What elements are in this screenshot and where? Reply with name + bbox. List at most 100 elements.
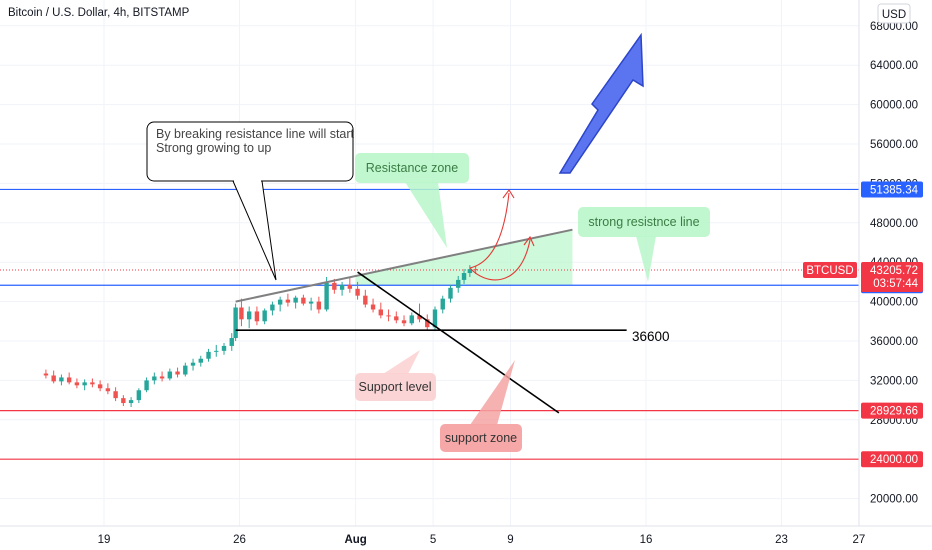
candle xyxy=(448,284,453,303)
candle-body xyxy=(285,299,291,303)
x-tick-label: 27 xyxy=(853,534,866,546)
projection-arrowhead-dip xyxy=(523,235,535,247)
candle xyxy=(221,342,227,355)
candle-body xyxy=(401,320,407,324)
candle xyxy=(417,303,422,323)
candle xyxy=(285,293,291,307)
trend-lines xyxy=(235,228,627,414)
y-tick-label: 20000.00 xyxy=(870,494,918,506)
strong-line-label-box[interactable] xyxy=(578,207,710,237)
candle xyxy=(394,311,399,324)
candle xyxy=(467,265,473,277)
candle-body xyxy=(378,309,384,316)
candle-body xyxy=(456,279,461,288)
candle xyxy=(246,306,252,329)
candle xyxy=(293,295,298,309)
resistance-zone-label-box[interactable] xyxy=(355,153,469,183)
candle xyxy=(82,379,87,391)
candle-body xyxy=(409,315,414,324)
resistance-zone-fill xyxy=(355,229,573,286)
candle-body xyxy=(394,316,399,321)
bullish-arrow-icon xyxy=(558,32,644,174)
candle-body xyxy=(90,382,95,385)
support-zone-label-box[interactable] xyxy=(440,424,522,452)
candle xyxy=(347,277,353,293)
candle xyxy=(386,309,391,322)
candle xyxy=(461,269,467,284)
annotations: By breaking resistance line will start S… xyxy=(146,32,710,452)
level-price-label: 51385.34 xyxy=(861,181,923,198)
candle-body xyxy=(473,269,478,271)
candle-body xyxy=(206,351,211,359)
x-axis-labels: 19 26 Aug 5 9 16 23 27 xyxy=(98,534,866,546)
candle-body xyxy=(136,390,142,401)
y-tick-label: 68000.00 xyxy=(870,21,918,33)
x-tick-label: 23 xyxy=(775,534,788,546)
candle-body xyxy=(254,311,260,322)
breakout-note-line-1: By breaking resistance line will start xyxy=(156,127,355,141)
candle-body xyxy=(51,375,56,382)
candle-body xyxy=(221,345,227,351)
candle-body xyxy=(293,297,298,303)
candle xyxy=(277,296,283,312)
candle-body xyxy=(214,350,219,352)
candle-body xyxy=(121,398,126,404)
projection-arrowhead-up xyxy=(502,189,515,199)
candle-body xyxy=(332,282,337,290)
currency-button[interactable]: USD xyxy=(877,3,911,24)
y-tick-label: 32000.00 xyxy=(870,375,918,387)
candle-body xyxy=(386,315,391,317)
resistance-line xyxy=(235,228,573,303)
candle-body xyxy=(229,338,234,346)
x-tick-label: Aug xyxy=(344,534,366,546)
price-labels: 51385.3441660.4928929.6624000.00BTCUSD43… xyxy=(803,181,923,468)
candle-body xyxy=(432,309,438,328)
candle-body xyxy=(66,377,72,383)
candles xyxy=(43,265,478,407)
y-tick-label: 48000.00 xyxy=(870,218,918,230)
resistance-zone-label: Resistance zone xyxy=(366,161,458,175)
current-price-value: 43205.72 xyxy=(870,265,918,277)
candle xyxy=(128,397,134,407)
y-tick-label: 40000.00 xyxy=(870,297,918,309)
candle xyxy=(90,378,95,388)
chart-title: Bitcoin / U.S. Dollar, 4h, BITSTAMP xyxy=(8,7,190,19)
candle xyxy=(183,362,188,377)
horizontal-levels xyxy=(0,188,859,460)
currency-button-label: USD xyxy=(882,9,906,21)
resistance-zone-area xyxy=(355,229,573,286)
candle-body xyxy=(355,288,360,296)
x-tick-label: 5 xyxy=(430,534,436,546)
candle xyxy=(105,383,111,395)
y-tick-label: 64000.00 xyxy=(870,60,918,72)
candle xyxy=(363,289,368,308)
candle xyxy=(175,367,180,378)
candle xyxy=(190,358,196,371)
y-tick-label: 60000.00 xyxy=(870,100,918,112)
y-tick-label: 36000.00 xyxy=(870,336,918,348)
candle-body xyxy=(113,391,118,399)
candle xyxy=(59,374,64,386)
support-zone-label: support zone xyxy=(445,431,517,445)
candle xyxy=(43,369,49,379)
candle xyxy=(370,298,376,313)
candle-body xyxy=(370,304,376,310)
support-level-label-pointer xyxy=(383,350,420,374)
support-zone-label-pointer xyxy=(470,360,515,425)
candle xyxy=(239,298,244,327)
candle-body xyxy=(363,295,368,305)
candle-body xyxy=(262,310,267,322)
level-price-label-text: 28929.66 xyxy=(870,406,918,418)
candle xyxy=(214,344,219,357)
candle-body xyxy=(144,380,149,391)
candle-body xyxy=(190,362,196,366)
support-level-label-box[interactable] xyxy=(355,373,436,401)
candle xyxy=(144,377,149,393)
candle xyxy=(121,395,126,407)
candle xyxy=(97,380,103,392)
current-price-bg xyxy=(861,262,923,293)
candle-body xyxy=(440,298,445,310)
candle-body xyxy=(175,371,180,375)
candle-body xyxy=(270,304,275,311)
